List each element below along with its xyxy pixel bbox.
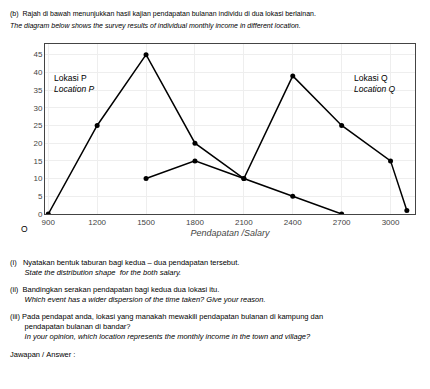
svg-text:5: 5	[38, 192, 43, 201]
svg-text:1500: 1500	[137, 218, 155, 227]
svg-text:Pendapatan /Salary: Pendapatan /Salary	[190, 228, 270, 238]
svg-text:900: 900	[42, 218, 56, 227]
svg-text:Jawapan / Answer :: Jawapan / Answer :	[10, 350, 75, 359]
svg-text:40: 40	[33, 68, 42, 77]
svg-text:(b) Rajah di bawah menunjukka: (b) Rajah di bawah menunjukkan hasil kaj…	[10, 10, 316, 18]
svg-text:20: 20	[33, 139, 42, 148]
svg-text:O: O	[21, 224, 28, 234]
svg-text:Lokasi QLocation Q: Lokasi QLocation Q	[354, 73, 395, 94]
svg-text:2400: 2400	[284, 218, 302, 227]
svg-text:(ii) Bandingkan serakan penda: (ii) Bandingkan serakan pendapatan bagi …	[10, 285, 266, 304]
svg-text:2700: 2700	[333, 218, 351, 227]
svg-text:2100: 2100	[235, 218, 253, 227]
svg-text:0: 0	[38, 210, 43, 219]
svg-text:10: 10	[33, 174, 42, 183]
svg-text:45: 45	[33, 50, 42, 59]
svg-text:The diagram below shows the su: The diagram below shows the survey resul…	[10, 22, 301, 30]
svg-text:(i) Nyatakan bentuk taburan: (i) Nyatakan bentuk taburan bagi kedua –…	[10, 258, 239, 277]
svg-text:1200: 1200	[88, 218, 106, 227]
svg-text:15: 15	[33, 157, 42, 166]
svg-text:25: 25	[33, 121, 42, 130]
svg-text:1800: 1800	[186, 218, 204, 227]
svg-text:(iii) Pada pendapat anda, loka: (iii) Pada pendapat anda, lokasi yang ma…	[10, 312, 323, 341]
svg-text:35: 35	[33, 86, 42, 95]
svg-text:30: 30	[33, 104, 42, 113]
svg-text:3000: 3000	[382, 218, 400, 227]
svg-text:Lokasi PLocation P: Lokasi PLocation P	[54, 73, 94, 94]
